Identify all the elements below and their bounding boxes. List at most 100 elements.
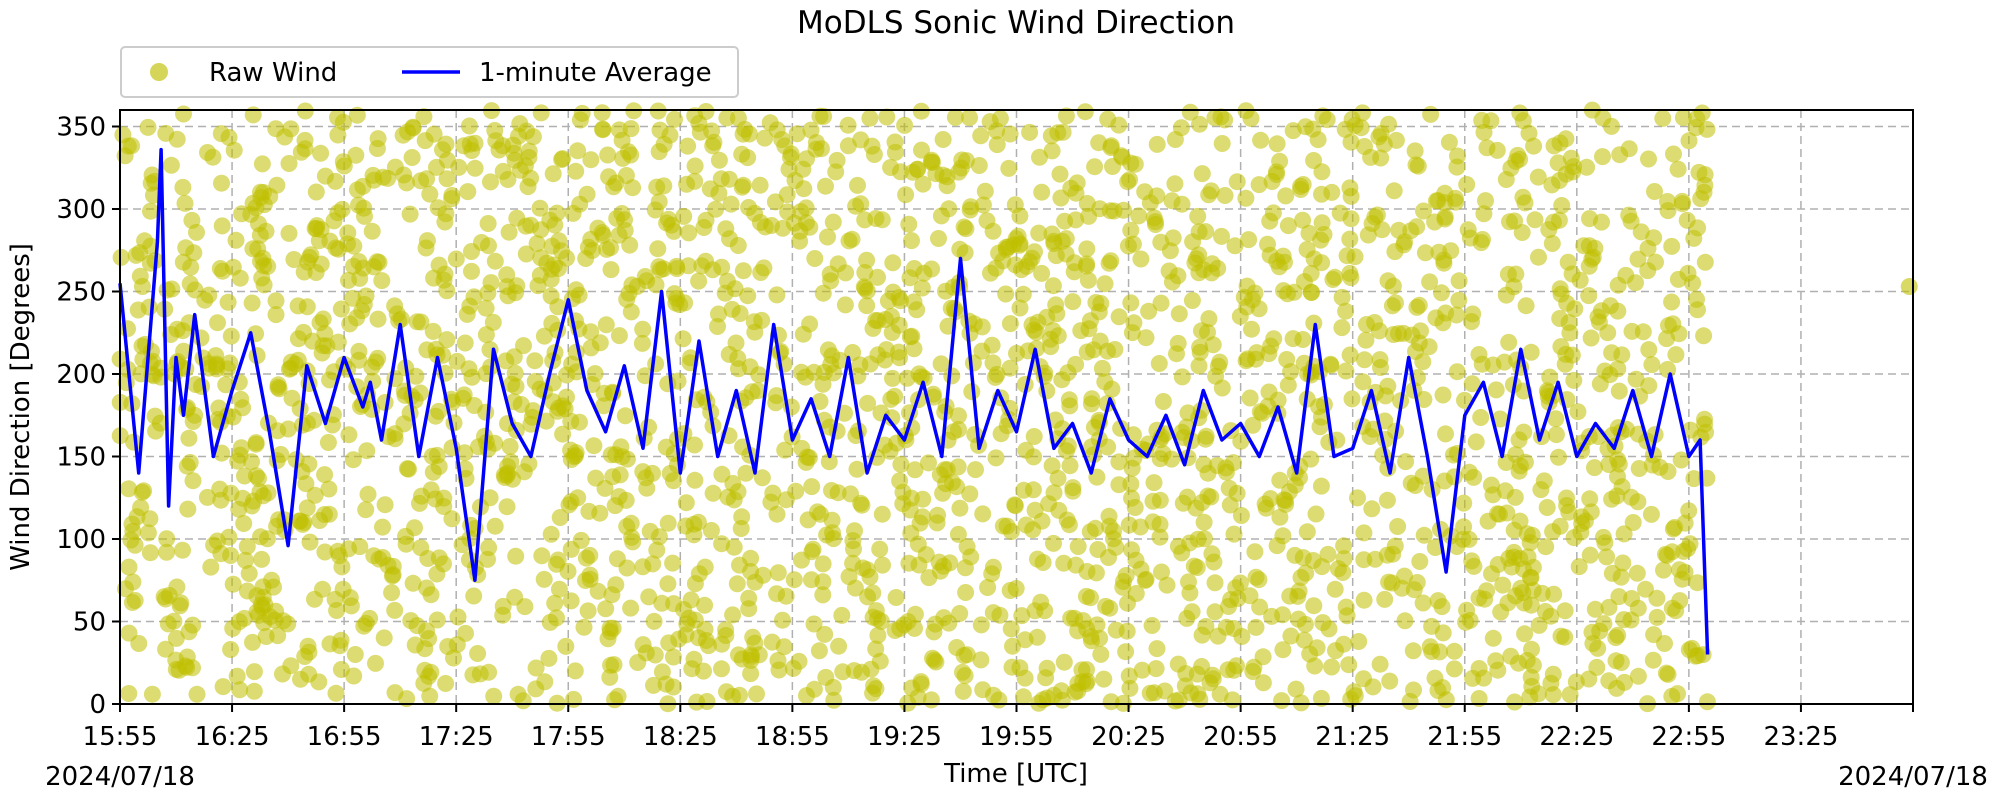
- raw-wind-point: [798, 448, 816, 466]
- raw-wind-point: [589, 582, 607, 600]
- raw-wind-point: [1505, 543, 1523, 561]
- raw-wind-point: [188, 223, 205, 241]
- raw-wind-point: [212, 545, 230, 563]
- raw-wind-point: [1166, 175, 1184, 193]
- raw-wind-point: [327, 684, 345, 702]
- raw-wind-point: [359, 485, 377, 503]
- raw-wind-point: [1672, 451, 1690, 469]
- raw-wind-point: [1500, 333, 1518, 351]
- raw-wind-point: [364, 166, 382, 184]
- raw-wind-point: [874, 556, 891, 574]
- raw-wind-point: [1025, 428, 1043, 445]
- raw-wind-point: [650, 258, 668, 276]
- raw-wind-point: [329, 126, 347, 144]
- raw-wind-point: [895, 616, 913, 634]
- raw-wind-point: [602, 656, 620, 674]
- y-tick-label: 0: [89, 690, 106, 720]
- raw-wind-point: [961, 485, 979, 503]
- raw-wind-point: [1665, 145, 1682, 163]
- raw-wind-point: [537, 412, 555, 430]
- raw-wind-point: [1341, 264, 1359, 282]
- raw-wind-point: [1411, 553, 1429, 570]
- raw-wind-point: [465, 587, 483, 605]
- raw-wind-point: [1371, 655, 1389, 673]
- raw-wind-point: [1516, 625, 1534, 643]
- raw-wind-point: [688, 693, 706, 711]
- raw-wind-point: [1530, 616, 1548, 634]
- raw-wind-point: [600, 168, 618, 186]
- raw-wind-point: [878, 108, 896, 126]
- raw-wind-point: [806, 250, 824, 267]
- raw-wind-point: [710, 305, 727, 323]
- raw-wind-point: [494, 137, 512, 155]
- raw-wind-point: [358, 442, 376, 460]
- raw-wind-point: [1313, 558, 1331, 576]
- raw-wind-point: [562, 540, 580, 558]
- raw-wind-point: [300, 643, 318, 661]
- raw-wind-point: [869, 626, 887, 644]
- raw-wind-point: [484, 313, 502, 331]
- raw-wind-point: [1609, 360, 1627, 378]
- raw-wind-point: [1582, 329, 1600, 347]
- raw-wind-point: [1337, 302, 1355, 320]
- raw-wind-point: [1537, 538, 1555, 556]
- raw-wind-point: [117, 580, 134, 598]
- raw-wind-point: [1629, 599, 1647, 617]
- raw-wind-point: [577, 572, 594, 589]
- raw-wind-point: [1581, 490, 1599, 508]
- raw-wind-point: [1133, 661, 1151, 679]
- raw-wind-point: [1122, 475, 1140, 493]
- raw-wind-point: [617, 167, 635, 184]
- raw-wind-point: [314, 580, 331, 598]
- raw-wind-point: [1047, 411, 1064, 429]
- raw-wind-point: [228, 667, 246, 685]
- raw-wind-point: [543, 314, 561, 332]
- raw-wind-point: [745, 313, 763, 331]
- raw-wind-point: [552, 242, 570, 260]
- raw-wind-point: [1600, 598, 1618, 616]
- raw-wind-point: [602, 446, 620, 464]
- raw-wind-point: [1045, 534, 1062, 552]
- raw-wind-point: [1659, 361, 1677, 378]
- raw-wind-point: [737, 464, 755, 482]
- raw-wind-point: [428, 565, 446, 583]
- raw-wind-point: [896, 116, 914, 134]
- raw-wind-point: [1307, 505, 1325, 523]
- raw-wind-point: [653, 594, 671, 612]
- raw-wind-point: [819, 228, 836, 246]
- raw-wind-point: [494, 606, 512, 624]
- raw-wind-point: [872, 612, 890, 630]
- raw-wind-point: [1379, 377, 1397, 395]
- raw-wind-point: [1173, 368, 1191, 386]
- raw-wind-point: [1290, 582, 1308, 600]
- raw-wind-point: [438, 282, 456, 300]
- raw-wind-point: [404, 574, 422, 592]
- raw-wind-point: [1125, 314, 1143, 332]
- raw-wind-point: [533, 547, 551, 565]
- raw-wind-point: [558, 366, 576, 384]
- raw-wind-point: [1551, 517, 1569, 535]
- x-tick-label: 19:25: [867, 722, 942, 752]
- raw-wind-point: [1076, 103, 1094, 121]
- raw-wind-point: [1473, 355, 1491, 373]
- raw-wind-point: [1669, 270, 1687, 288]
- raw-wind-point: [463, 262, 480, 280]
- raw-wind-point: [1244, 416, 1262, 434]
- raw-wind-point: [1551, 172, 1568, 189]
- raw-wind-point: [1265, 330, 1283, 348]
- raw-wind-point: [1002, 620, 1020, 638]
- raw-wind-point: [696, 596, 714, 614]
- raw-wind-point: [373, 272, 391, 290]
- raw-wind-point: [1268, 537, 1286, 555]
- raw-wind-point: [507, 547, 525, 565]
- raw-wind-point: [811, 393, 829, 410]
- average-line: [118, 147, 1710, 655]
- raw-wind-point: [1312, 689, 1330, 707]
- raw-wind-point: [222, 327, 240, 345]
- raw-wind-point: [1553, 197, 1571, 214]
- raw-wind-point: [638, 479, 656, 497]
- raw-wind-point: [301, 249, 319, 266]
- raw-wind-point: [416, 132, 434, 150]
- raw-wind-point: [1271, 152, 1289, 170]
